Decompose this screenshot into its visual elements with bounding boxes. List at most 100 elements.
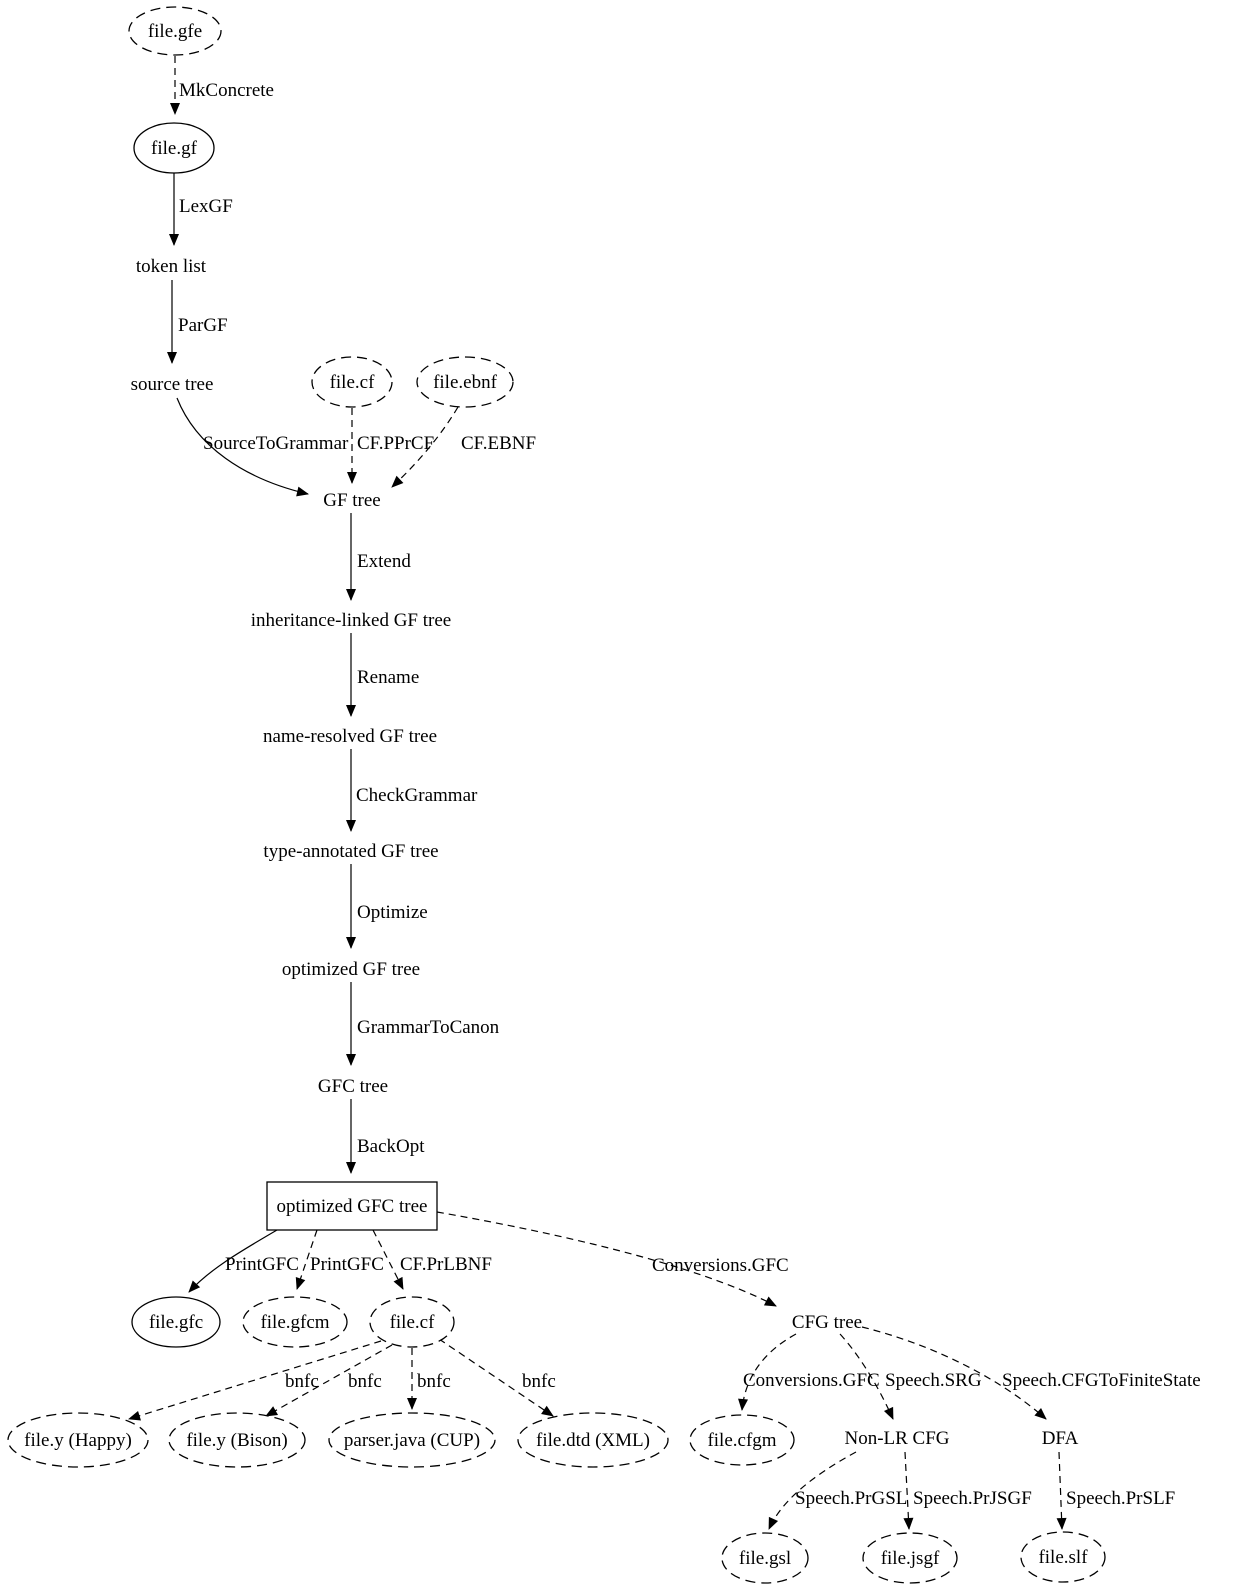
edge-label-token-list-to-source-tree: ParGF [178,315,228,336]
gfc-tree-label: GFC tree [318,1076,388,1097]
edge-label-file-cf-bottom-to-parser-java-cup: bnfc [417,1371,451,1392]
edge-line-optimized-gfc-tree-to-cfg-tree [436,1211,777,1307]
edge-file-ebnf-to-gf-tree: CF.EBNF [391,406,536,488]
node-file-dtd-xml: file.dtd (XML) [517,1412,669,1468]
file-jsgf-ellipse [862,1532,958,1584]
edge-label-type-annotated-gf-tree-to-optimized-gf-tree: Optimize [357,902,428,923]
file-cfgm-ellipse [689,1414,795,1466]
edge-label-optimized-gfc-tree-to-file-gfcm: PrintGFC [310,1254,384,1275]
edge-line-dfa-to-file-slf [1056,1451,1067,1530]
dfa-label: DFA [1042,1428,1079,1449]
edge-type-annotated-gf-tree-to-optimized-gf-tree: Optimize [346,864,428,949]
optimized-gf-tree-label: optimized GF tree [282,959,420,980]
edge-line-cfg-tree-to-file-cfgm [738,1333,797,1411]
node-token-list: token list [136,256,207,277]
edge-label-cfg-tree-to-file-cfgm: Conversions.GFC [743,1370,880,1391]
node-gf-tree: GF tree [323,490,381,511]
edge-label-file-cf-bottom-to-file-y-happy: bnfc [285,1371,319,1392]
edge-label-file-cf-top-to-gf-tree: CF.PPrCF [357,433,434,454]
edge-optimized-gf-tree-to-gfc-tree: GrammarToCanon [346,982,500,1066]
edge-label-optimized-gfc-tree-to-file-cf-bottom: CF.PrLBNF [400,1254,492,1275]
node-file-cf-bottom: file.cf [369,1296,455,1348]
edge-file-cf-bottom-to-file-dtd-xml: bnfc [438,1338,556,1417]
node-file-y-happy: file.y (Happy) [7,1412,149,1468]
file-dtd-xml-label: file.dtd (XML) [536,1430,650,1451]
file-gfc-label: file.gfc [149,1312,203,1333]
file-gfe-label: file.gfe [148,21,202,42]
edge-label-gfc-tree-to-optimized-gfc-tree: BackOpt [357,1136,425,1157]
file-gfcm-ellipse [242,1296,348,1348]
edge-non-lr-cfg-to-file-jsgf: Speech.PrJSGF [903,1451,1032,1530]
file-gfcm-label: file.gfcm [260,1312,329,1333]
edge-optimized-gfc-tree-to-file-gfc: PrintGFC [188,1229,299,1293]
file-jsgf-label: file.jsgf [881,1548,940,1569]
non-lr-cfg-label: Non-LR CFG [844,1428,949,1449]
node-file-slf: file.slf [1020,1531,1106,1583]
file-gfe-ellipse [128,6,222,56]
name-resolved-gf-tree-label: name-resolved GF tree [263,726,437,747]
node-gfc-tree: GFC tree [318,1076,388,1097]
edge-label-gf-tree-to-inheritance-linked-gf-tree: Extend [357,551,411,572]
node-file-jsgf: file.jsgf [862,1532,958,1584]
file-slf-ellipse [1020,1531,1106,1583]
parser-java-cup-label: parser.java (CUP) [344,1430,480,1451]
file-cf-top-label: file.cf [330,372,376,393]
edge-cfg-tree-to-non-lr-cfg: Speech.SRG [839,1333,982,1420]
file-y-bison-label: file.y (Bison) [186,1430,287,1451]
edge-line-optimized-gfc-tree-to-file-gfcm [295,1229,318,1290]
edge-token-list-to-source-tree: ParGF [167,280,228,364]
edge-optimized-gfc-tree-to-file-cf-bottom: CF.PrLBNF [372,1229,492,1290]
file-gf-label: file.gf [151,138,198,159]
edge-dfa-to-file-slf: Speech.PrSLF [1056,1451,1175,1530]
edge-optimized-gfc-tree-to-file-gfcm: PrintGFC [295,1229,384,1290]
file-gsl-label: file.gsl [739,1548,791,1569]
edge-line-optimized-gfc-tree-to-file-gfc [188,1229,278,1293]
edge-file-gfe-to-file-gf: MkConcrete [170,56,274,115]
inheritance-linked-gf-tree-label: inheritance-linked GF tree [251,610,451,631]
edge-label-non-lr-cfg-to-file-jsgf: Speech.PrJSGF [913,1488,1032,1509]
node-file-gfe: file.gfe [128,6,222,56]
node-optimized-gfc-tree: optimized GFC tree [266,1181,438,1231]
edge-gf-tree-to-inheritance-linked-gf-tree: Extend [346,513,411,601]
node-parser-java-cup: parser.java (CUP) [328,1412,496,1468]
node-optimized-gf-tree: optimized GF tree [282,959,420,980]
edge-label-non-lr-cfg-to-file-gsl: Speech.PrGSL [795,1488,907,1509]
edge-inheritance-linked-gf-tree-to-name-resolved-gf-tree: Rename [346,633,419,717]
edge-label-file-ebnf-to-gf-tree: CF.EBNF [461,433,536,454]
edge-source-tree-to-gf-tree: SourceToGrammar [176,397,349,497]
file-cf-top-ellipse [311,356,393,408]
type-annotated-gf-tree-label: type-annotated GF tree [263,841,438,862]
edge-label-file-cf-bottom-to-file-y-bison: bnfc [348,1371,382,1392]
node-cfg-tree: CFG tree [792,1312,862,1333]
node-dfa: DFA [1042,1428,1079,1449]
edge-line-source-tree-to-gf-tree [176,397,309,497]
edge-non-lr-cfg-to-file-gsl: Speech.PrGSL [768,1451,907,1530]
edge-line-file-cf-bottom-to-file-y-happy [128,1340,382,1421]
file-gsl-ellipse [721,1532,809,1584]
node-non-lr-cfg: Non-LR CFG [844,1428,949,1449]
edge-label-file-gf-to-token-list: LexGF [179,196,233,217]
edge-line-cfg-tree-to-non-lr-cfg [839,1333,894,1420]
edge-label-optimized-gf-tree-to-gfc-tree: GrammarToCanon [357,1017,500,1038]
edge-label-dfa-to-file-slf: Speech.PrSLF [1066,1488,1175,1509]
file-cfgm-label: file.cfgm [707,1430,776,1451]
node-file-cf-top: file.cf [311,356,393,408]
file-gf-ellipse [133,122,215,174]
node-name-resolved-gf-tree: name-resolved GF tree [263,726,437,747]
edge-label-source-tree-to-gf-tree: SourceToGrammar [203,433,349,454]
file-y-bison-ellipse [168,1412,306,1468]
file-cf-bottom-ellipse [369,1296,455,1348]
node-type-annotated-gf-tree: type-annotated GF tree [263,841,438,862]
edge-label-file-cf-bottom-to-file-dtd-xml: bnfc [522,1371,556,1392]
optimized-gfc-tree-box [266,1181,438,1231]
optimized-gfc-tree-label: optimized GFC tree [277,1196,428,1217]
file-dtd-xml-ellipse [517,1412,669,1468]
edge-cfg-tree-to-file-cfgm: Conversions.GFC [738,1333,880,1411]
file-ebnf-ellipse [416,356,514,408]
node-file-gf: file.gf [133,122,215,174]
file-cf-bottom-label: file.cf [390,1312,436,1333]
edge-line-file-cf-bottom-to-file-dtd-xml [438,1338,554,1417]
node-source-tree: source tree [131,374,214,395]
